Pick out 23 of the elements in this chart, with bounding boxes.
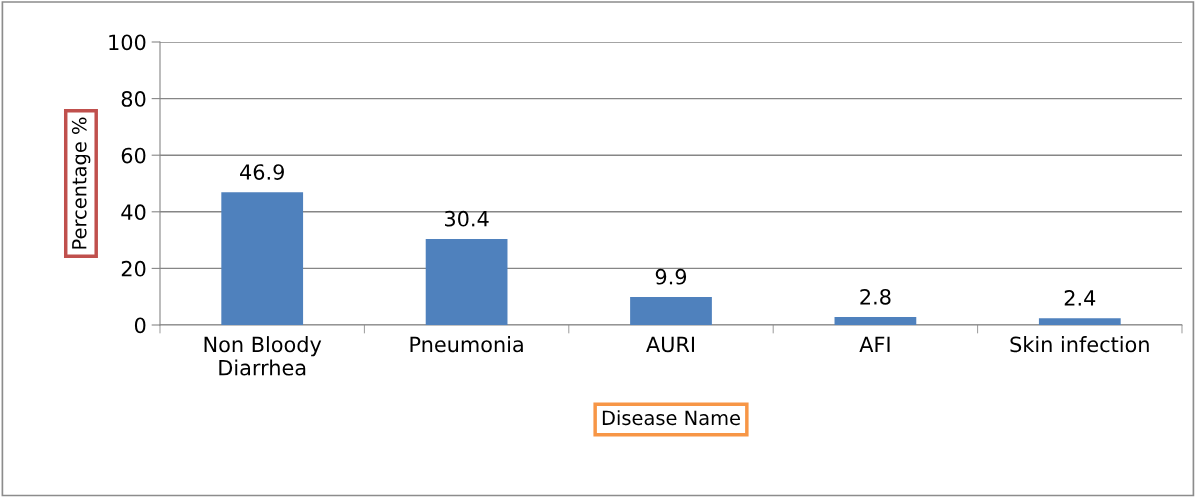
- data-label: 2.8: [860, 288, 891, 305]
- x-axis-title: Disease Name: [602, 410, 740, 426]
- y-tick-label: 60: [121, 147, 146, 164]
- x-tick-label: Non Bloody Diarrhea: [204, 336, 322, 376]
- x-tick-label: AFI: [859, 336, 890, 352]
- bar: [221, 192, 304, 325]
- data-label: 9.9: [655, 268, 687, 285]
- data-label: 30.4: [445, 210, 489, 227]
- data-label: 46.9: [240, 164, 284, 180]
- data-label: 2.4: [1064, 290, 1096, 306]
- x-tick-label: Pneumonia: [410, 336, 523, 353]
- y-tick-label: 100: [109, 34, 146, 51]
- x-tick-label: Skin infection: [1010, 336, 1149, 353]
- y-tick-label: 0: [134, 317, 146, 334]
- y-tick-label: 80: [121, 91, 146, 107]
- bar: [425, 238, 508, 325]
- bar: [630, 296, 712, 325]
- y-tick-label: 40: [121, 204, 146, 221]
- bar: [834, 317, 917, 325]
- x-tick-label: AURI: [646, 336, 695, 353]
- y-tick-label: 20: [121, 260, 146, 277]
- y-axis-title: Percentage %: [71, 117, 91, 249]
- bar: [1038, 318, 1121, 325]
